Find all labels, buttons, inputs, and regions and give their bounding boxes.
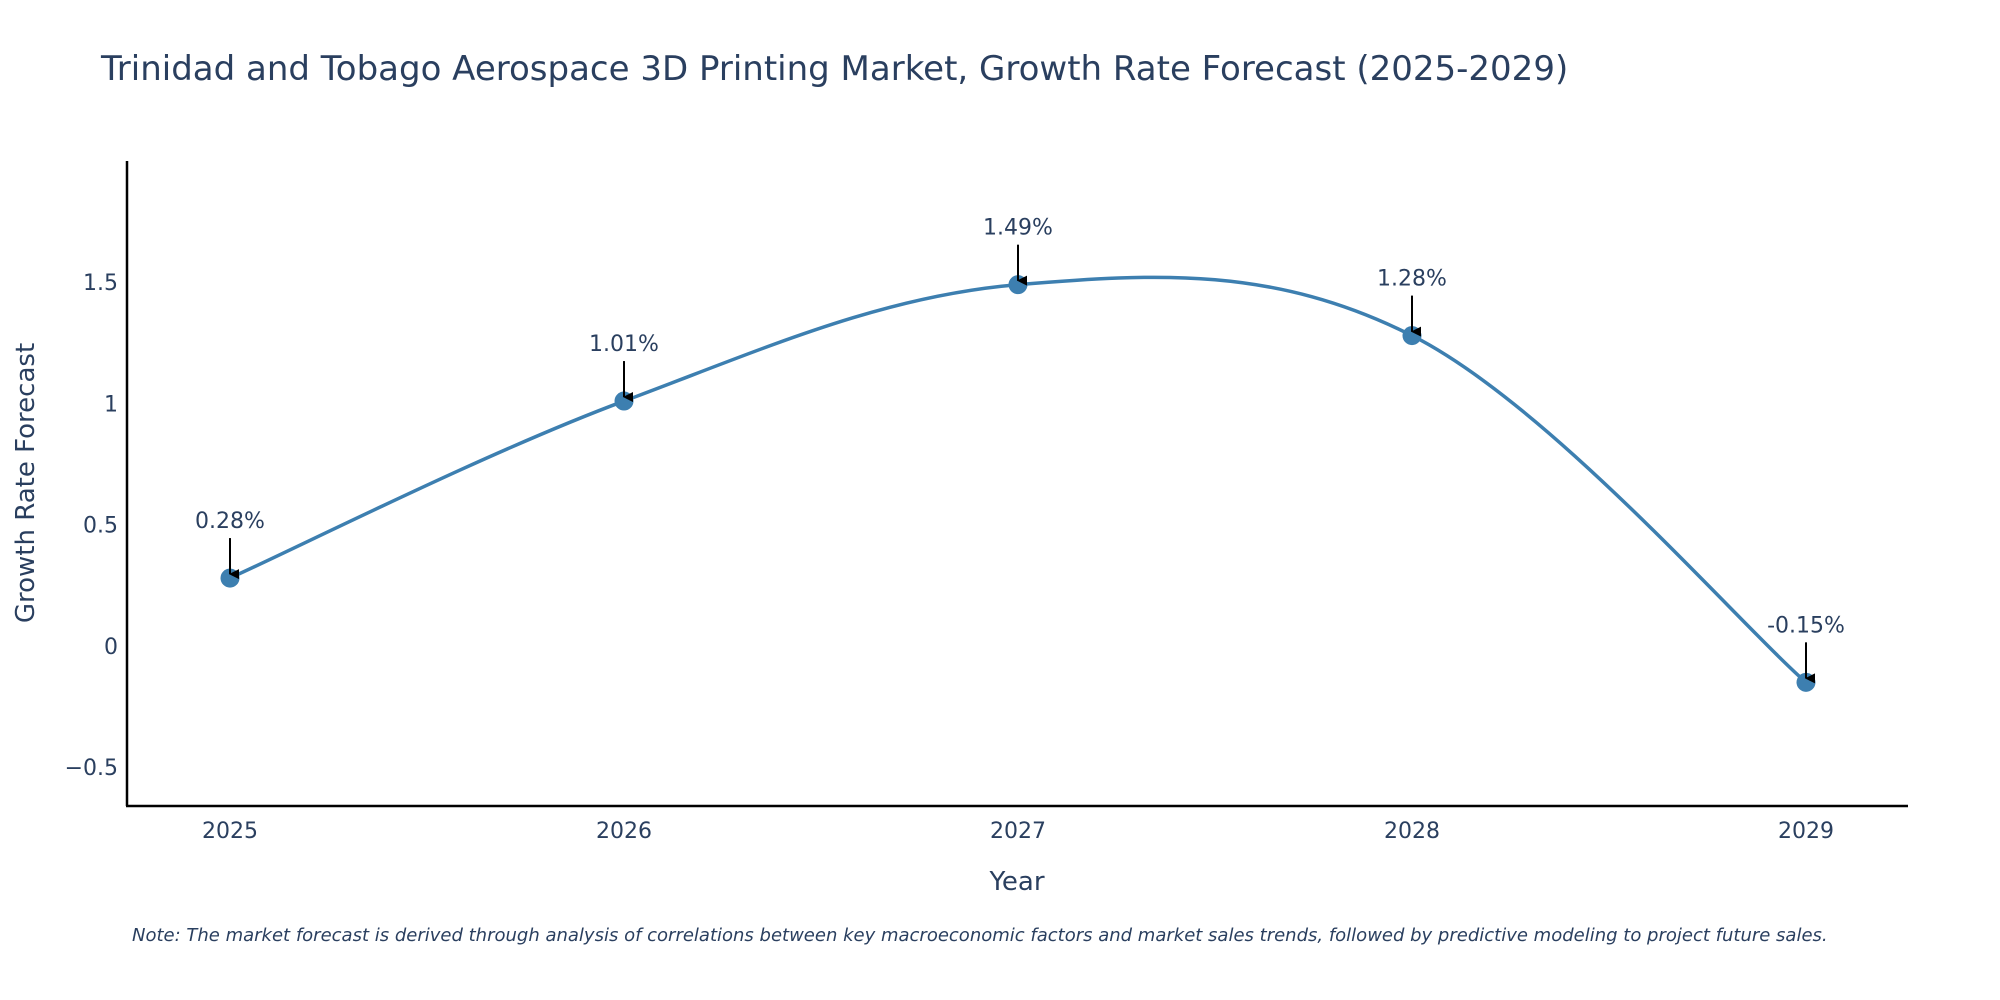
y-tick-label: 0 bbox=[104, 635, 118, 660]
series-line-growth-rate bbox=[229, 275, 1808, 684]
data-label: 0.28% bbox=[195, 509, 265, 534]
y-tick-label: 1.5 bbox=[83, 271, 118, 296]
data-label: 1.01% bbox=[589, 332, 659, 357]
x-tick-label: 2029 bbox=[1778, 819, 1834, 844]
x-tick-label: 2027 bbox=[990, 819, 1046, 844]
data-label: 1.49% bbox=[983, 216, 1053, 241]
footnote: Note: The market forecast is derived thr… bbox=[132, 925, 1828, 946]
x-axis-title: Year bbox=[988, 867, 1044, 897]
data-label: -0.15% bbox=[1767, 613, 1845, 638]
y-tick-label: 0.5 bbox=[83, 514, 118, 539]
x-axis-ticks: 2025 2026 2027 2028 2029 bbox=[202, 819, 1834, 844]
y-tick-label: −0.5 bbox=[65, 756, 118, 781]
data-label-annotations: 0.28% 1.01% 1.49% 1.28% -0.15% bbox=[195, 216, 1845, 684]
chart-title: Trinidad and Tobago Aerospace 3D Printin… bbox=[100, 49, 1568, 89]
data-points bbox=[220, 275, 1816, 692]
x-tick-label: 2028 bbox=[1384, 819, 1440, 844]
y-tick-label: 1 bbox=[104, 392, 118, 417]
y-axis-title: Growth Rate Forecast bbox=[11, 343, 41, 623]
y-axis-ticks: −0.5 0 0.5 1 1.5 bbox=[65, 271, 118, 781]
data-label: 1.28% bbox=[1377, 267, 1447, 292]
x-tick-label: 2026 bbox=[596, 819, 652, 844]
x-tick-label: 2025 bbox=[202, 819, 258, 844]
